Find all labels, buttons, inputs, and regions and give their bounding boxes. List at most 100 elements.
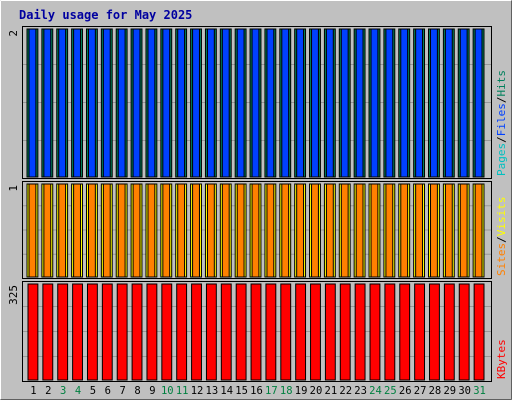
bar-sites-day-23 (355, 183, 364, 278)
x-tick-day-29: 29 (443, 385, 456, 397)
bar-sites-day-26 (400, 183, 409, 278)
legend-entry-hits: Hits (495, 70, 508, 97)
bar-kbytes-day-21 (324, 283, 336, 381)
x-tick-day-15: 15 (235, 385, 248, 397)
x-tick-day-8: 8 (134, 385, 140, 397)
legend-visits_sites: Sites/Visits (495, 197, 508, 277)
bar-kbytes-day-17 (265, 283, 277, 381)
bar-files-day-2 (43, 28, 52, 178)
bar-files-day-27 (415, 28, 424, 178)
bar-files-day-1 (28, 28, 37, 178)
x-tick-day-12: 12 (191, 385, 204, 397)
bar-sites-day-14 (221, 183, 230, 278)
x-tick-day-11: 11 (176, 385, 189, 397)
x-axis-day-labels: 1 2 3 4 5 6 7 8 9 10 11 12 13 14 15 16 17 18 19 20 21 22 23 24 2… (30, 385, 486, 397)
x-tick-day-6: 6 (105, 385, 111, 397)
bar-kbytes-day-5 (86, 283, 98, 381)
bar-kbytes-day-12 (191, 283, 202, 381)
x-tick-day-16: 16 (250, 385, 263, 397)
bar-files-day-20 (311, 28, 319, 178)
bar-kbytes-day-20 (310, 283, 321, 381)
x-tick-day-14: 14 (220, 385, 233, 397)
bar-kbytes-day-15 (235, 283, 247, 381)
panel-kbytes: 325 KBytes (7, 281, 508, 382)
x-tick-day-27: 27 (414, 385, 427, 397)
bar-kbytes-day-11 (176, 283, 188, 381)
bar-files-day-17 (266, 28, 275, 178)
bar-kbytes-day-2 (42, 283, 54, 381)
bar-kbytes-day-3 (57, 283, 69, 381)
bar-files-day-23 (355, 28, 364, 178)
bar-files-day-26 (400, 28, 409, 178)
bar-sites-day-22 (340, 183, 349, 278)
bar-kbytes-day-30 (458, 283, 470, 381)
x-tick-day-30: 30 (458, 385, 471, 397)
bar-sites-day-7 (117, 183, 126, 278)
x-tick-day-9: 9 (149, 385, 155, 397)
bar-kbytes-day-22 (339, 283, 351, 381)
bar-sites-day-11 (177, 183, 186, 278)
bar-sites-day-4 (73, 183, 81, 278)
bar-files-day-5 (87, 28, 96, 178)
bar-files-day-11 (177, 28, 186, 178)
bar-sites-day-1 (28, 183, 37, 278)
bar-kbytes-day-25 (384, 283, 396, 381)
panel-visits_sites: 1 Sites/Visits (7, 181, 508, 279)
x-tick-day-21: 21 (325, 385, 338, 397)
bar-kbytes-day-7 (116, 283, 128, 381)
bar-sites-day-12 (192, 183, 200, 278)
bar-files-day-9 (147, 28, 156, 178)
x-tick-day-25: 25 (384, 385, 397, 397)
bar-sites-day-5 (87, 183, 96, 278)
bar-sites-day-10 (162, 183, 171, 278)
bar-files-day-21 (325, 28, 334, 178)
x-tick-day-5: 5 (90, 385, 96, 397)
bar-sites-day-25 (385, 183, 394, 278)
bar-files-day-3 (58, 28, 67, 178)
x-tick-day-10: 10 (161, 385, 174, 397)
bar-kbytes-day-27 (414, 283, 426, 381)
chart-title: Daily usage for May 2025 (19, 8, 192, 22)
bar-files-day-10 (162, 28, 171, 178)
bar-kbytes-day-31 (473, 283, 485, 381)
x-tick-day-23: 23 (354, 385, 367, 397)
legend-entry-kbytes: KBytes (495, 339, 508, 379)
bar-files-day-28 (430, 28, 438, 178)
bar-sites-day-8 (132, 183, 141, 278)
bar-files-day-30 (459, 28, 468, 178)
x-tick-day-4: 4 (75, 385, 81, 397)
x-tick-day-2: 2 (45, 385, 51, 397)
bar-kbytes-day-9 (146, 283, 158, 381)
bar-sites-day-21 (325, 183, 334, 278)
bar-kbytes-day-13 (205, 283, 217, 381)
x-tick-day-28: 28 (429, 385, 442, 397)
bar-files-day-8 (132, 28, 141, 178)
bar-kbytes-day-24 (369, 283, 381, 381)
bar-files-day-14 (221, 28, 230, 178)
y-max-label: 325 (7, 285, 20, 305)
bar-kbytes-day-18 (280, 283, 292, 381)
legend-separator: / (495, 136, 508, 143)
bar-sites-day-30 (459, 183, 468, 278)
bar-kbytes-day-28 (429, 283, 440, 381)
bar-files-day-7 (117, 28, 126, 178)
y-max-label: 1 (7, 185, 20, 192)
bar-files-day-19 (296, 28, 305, 178)
bar-kbytes-day-16 (250, 283, 262, 381)
bar-kbytes-day-26 (399, 283, 411, 381)
bar-files-day-18 (281, 28, 290, 178)
bar-kbytes-day-8 (131, 283, 143, 381)
bar-kbytes-day-14 (220, 283, 232, 381)
bar-files-day-31 (474, 28, 483, 178)
bar-kbytes-day-29 (443, 283, 455, 381)
bar-sites-day-13 (206, 183, 215, 278)
bar-files-day-29 (444, 28, 453, 178)
bar-files-day-13 (206, 28, 215, 178)
bar-files-day-24 (370, 28, 379, 178)
bar-sites-day-3 (58, 183, 67, 278)
bar-sites-day-18 (281, 183, 290, 278)
